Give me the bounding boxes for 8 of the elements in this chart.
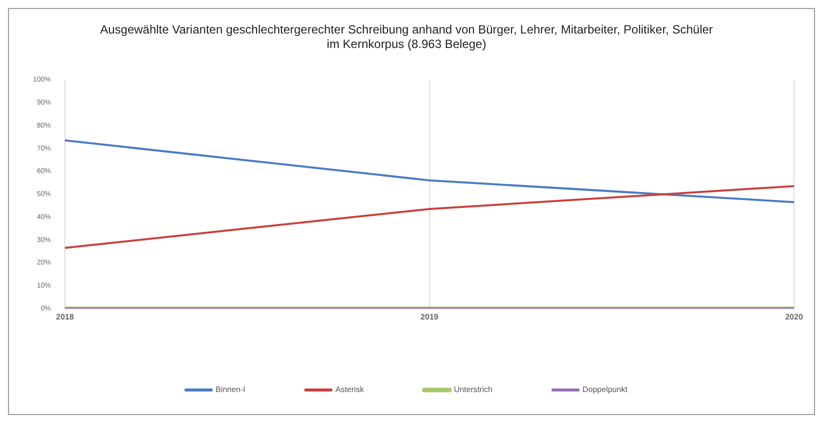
legend-label: Unterstrich [454, 385, 493, 394]
legend-label: Binnen-I [216, 385, 246, 394]
chart-title: Ausgewählte Varianten geschlechtergerechter Schreibung anhand von Bürger, Lehrer, Mitarbeiter, Politiker, Schüler im Kernkorpus (8.963 Belege) [100, 22, 713, 51]
x-tick-label: 2019 [420, 312, 439, 322]
x-tick-label: 2020 [785, 312, 804, 322]
legend-label: Doppelpunkt [582, 385, 628, 394]
x-tick-label: 2018 [56, 312, 74, 322]
legend-label: Asterisk [335, 385, 365, 394]
